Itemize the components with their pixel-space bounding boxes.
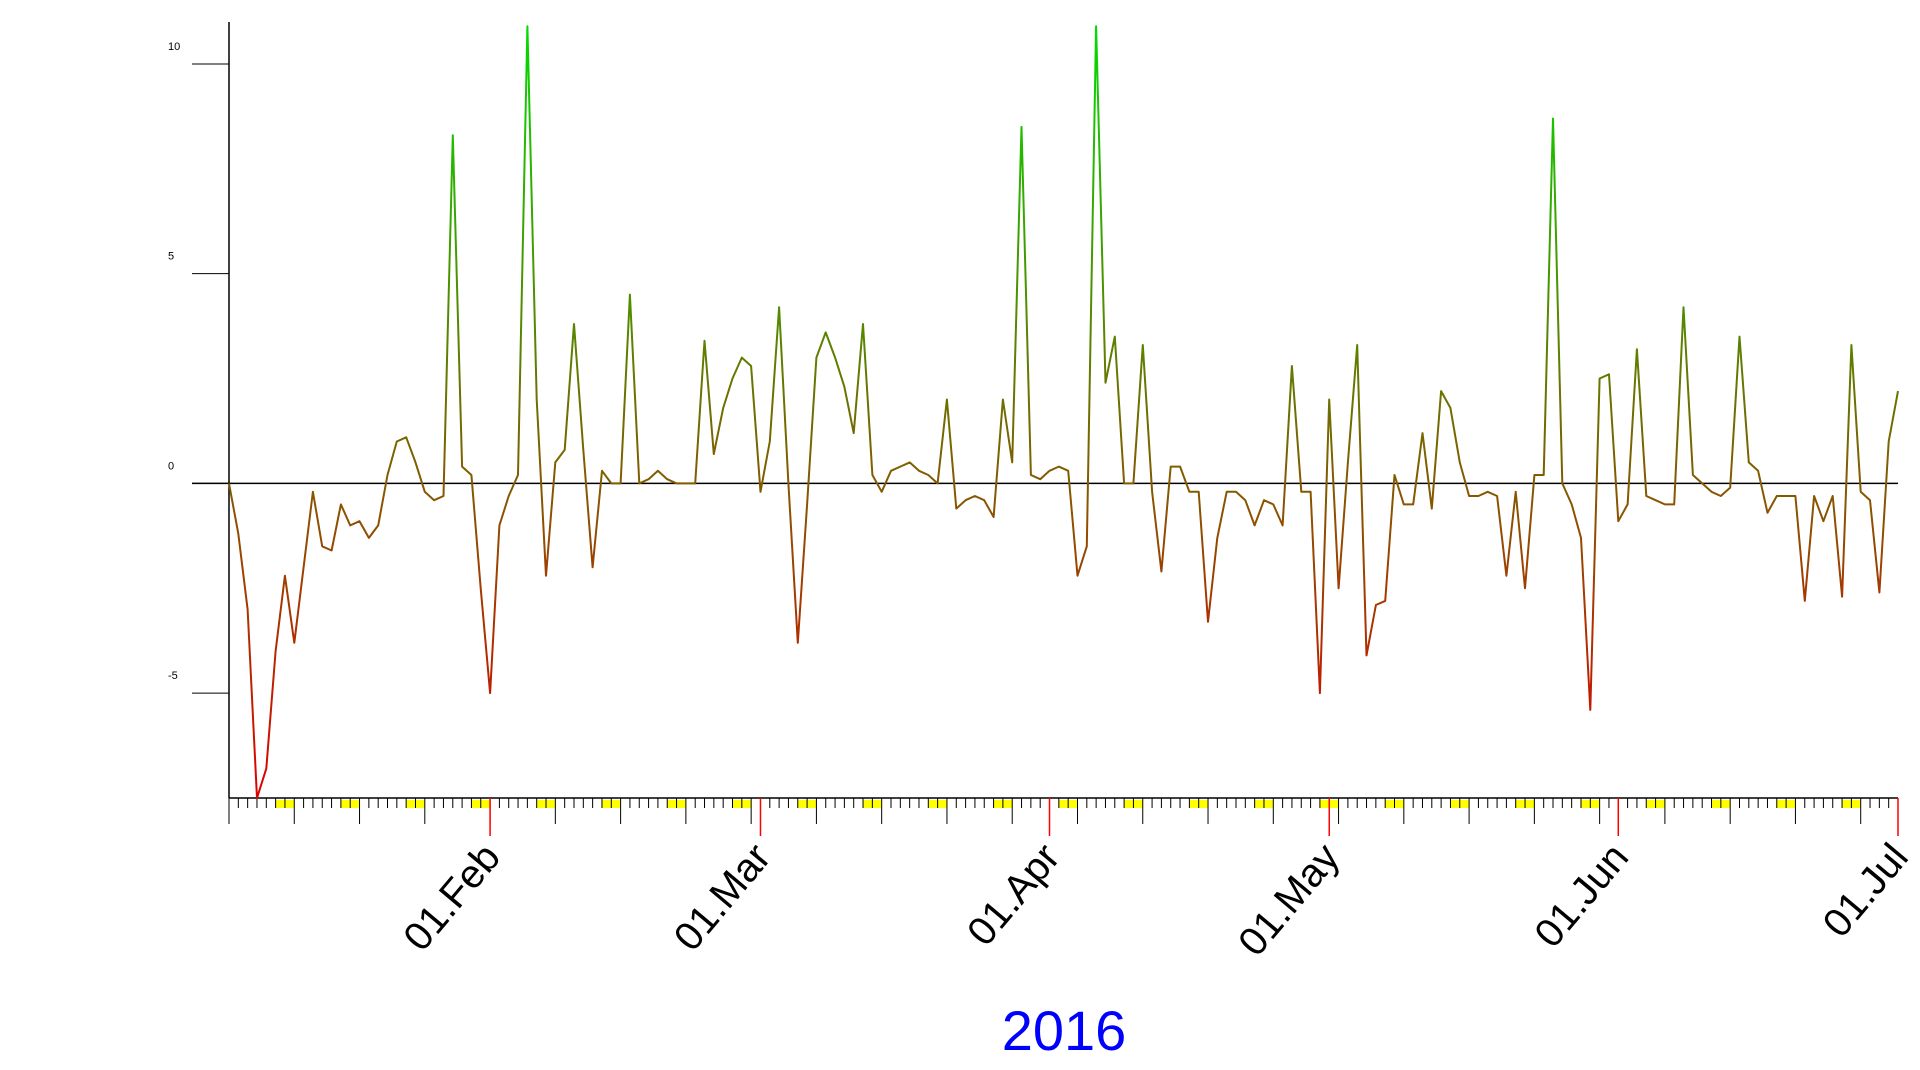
year-label: 2016 — [1002, 999, 1127, 1062]
x-tick-label: 01.May — [1230, 836, 1348, 965]
y-tick-label: 10 — [168, 41, 180, 53]
x-tick-label: 01.Jun — [1526, 836, 1637, 956]
y-tick-label: 5 — [168, 251, 174, 263]
y-tick-label: 0 — [168, 460, 174, 472]
series — [228, 25, 1899, 799]
x-tick-label: 01.Mar — [666, 836, 780, 960]
x-tick-label: 01.Apr — [959, 836, 1068, 955]
x-ticks — [228, 798, 1899, 836]
x-tick-label: 01.Jul — [1815, 836, 1917, 946]
series-line — [228, 25, 1899, 799]
axes — [192, 22, 1898, 799]
y-tick-label: -5 — [168, 670, 178, 682]
x-tick-labels: 01.Feb 01.Mar 01.Apr 01.May 01.Jun 01.Jul — [395, 836, 1917, 965]
y-ticks: 10 5 0 -5 — [168, 41, 229, 694]
x-tick-label: 01.Feb — [395, 836, 509, 960]
